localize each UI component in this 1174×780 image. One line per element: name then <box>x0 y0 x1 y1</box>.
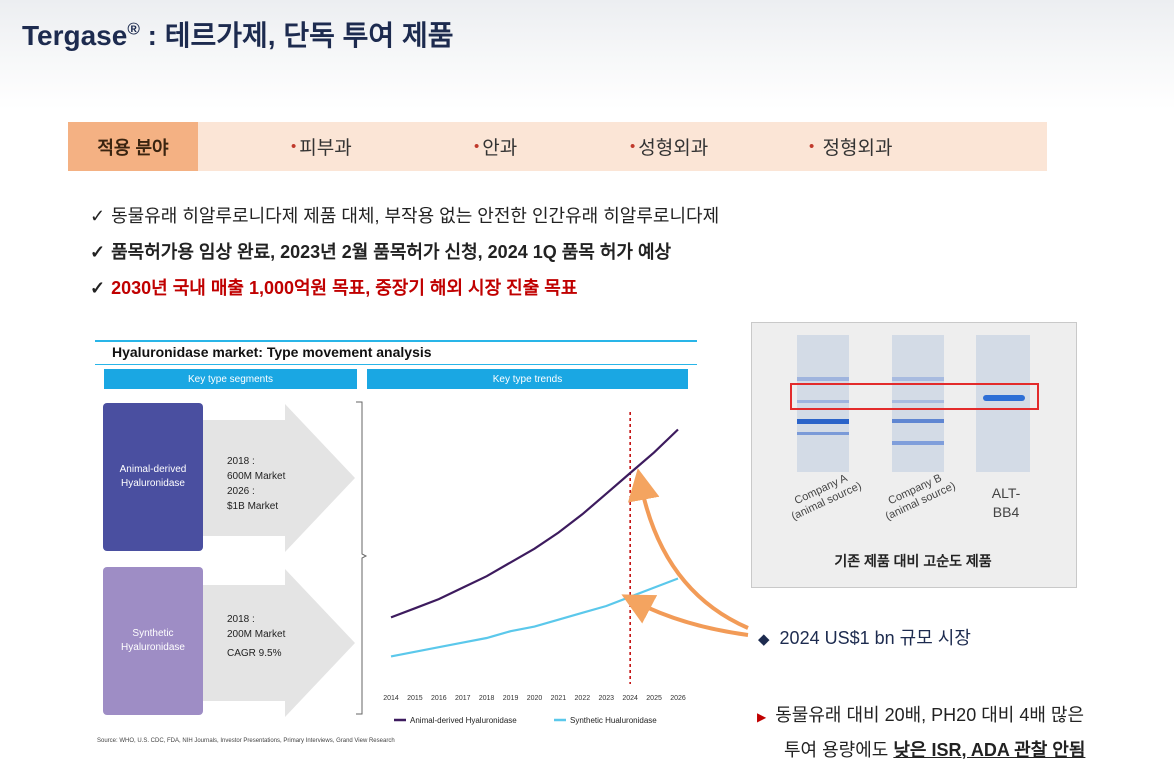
lane-alt <box>976 335 1030 472</box>
analysis-title-rule <box>95 364 697 365</box>
x-tick-label: 2017 <box>455 695 471 702</box>
bullet-icon: • <box>291 138 297 155</box>
source-note: Source: WHO, U.S. CDC, FDA, NIH Journals… <box>97 738 395 744</box>
arrow-animal <box>200 404 355 552</box>
x-tick-label: 2018 <box>479 695 495 702</box>
x-tick-label: 2026 <box>670 695 686 702</box>
gel-image <box>790 335 1039 472</box>
x-tick-label: 2023 <box>598 695 614 702</box>
bullet-icon: • <box>630 138 636 155</box>
animal-segment-values: 2018 : 600M Market 2026 : $1B Market <box>227 456 286 512</box>
page-title: Tergase® : 테르가제, 단독 투여 제품 <box>22 19 454 51</box>
dose-note-line-1: ▶ 동물유래 대비 20배, PH20 대비 4배 많은 <box>757 705 1085 725</box>
application-field-bar <box>68 122 1047 171</box>
x-tick-label: 2024 <box>622 695 638 702</box>
trend-chart: 2014 2015 2016 2017 2018 2019 2020 2021 2022 2023… <box>383 412 686 725</box>
x-tick-label: 2022 <box>575 695 591 702</box>
analysis-title: Hyaluronidase market: Type movement anal… <box>112 344 432 360</box>
legend-label: Synthetic Hualuronidase <box>570 716 657 725</box>
synthetic-segment-values: 2018 : 200M Market CAGR 9.5% <box>227 614 286 659</box>
x-tick-label: 2020 <box>527 695 543 702</box>
diamond-icon: ◆ <box>758 631 770 648</box>
animal-derived-block: Animal-derived Hyaluronidase <box>103 403 203 551</box>
check-line-3: ✓ 2030년 국내 매출 1,000억원 목표, 중장기 해외 시장 진출 목표 <box>90 278 578 298</box>
field-item-ophthalmology: • 안과 <box>474 138 518 159</box>
check-icon: ✓ <box>90 278 106 298</box>
check-icon: ✓ <box>90 206 106 226</box>
gel-caption: 기존 제품 대비 고순도 제품 <box>834 553 992 569</box>
field-item-orthopedics: • 정형외과 <box>809 138 893 159</box>
bullet-icon: • <box>474 138 480 155</box>
legend-label: Animal-derived Hyaluronidase <box>410 716 517 725</box>
arrow-synthetic <box>200 569 355 717</box>
x-tick-label: 2016 <box>431 695 447 702</box>
lane-b <box>892 335 944 472</box>
arrow-to-synthetic <box>621 594 749 637</box>
dose-note-line-2: 투여 용량에도 낮은 ISR, ADA 관찰 안됨 <box>784 740 1086 760</box>
arrow-to-animal <box>627 468 749 630</box>
highlight-box <box>790 383 1039 410</box>
check-line-2: ✓ 품목허가용 임상 완료, 2023년 2월 품목허가 신청, 2024 1Q … <box>90 242 672 262</box>
segment-bracket <box>356 401 368 715</box>
market-size-note: ◆ 2024 US$1 bn 규모 시장 <box>758 628 971 648</box>
lane-label-alt: ALT- BB4 <box>991 485 1021 520</box>
x-tick-label: 2025 <box>646 695 662 702</box>
synthetic-block: Synthetic Hyaluronidase <box>103 567 203 715</box>
x-tick-label: 2021 <box>551 695 567 702</box>
x-tick-label: 2014 <box>383 695 399 702</box>
x-tick-label: 2019 <box>503 695 519 702</box>
check-line-1: ✓ 동물유래 히알루로니다제 제품 대체, 부작용 없는 안전한 인간유래 히알루… <box>90 206 720 226</box>
application-field-label: 적용 분야 <box>68 122 198 171</box>
bullet-icon: • <box>809 138 815 155</box>
field-item-plastic-surgery: • 성형외과 <box>630 138 709 159</box>
field-item-dermatology: • 피부과 <box>291 138 352 159</box>
segment-arrows <box>200 404 355 717</box>
check-icon: ✓ <box>90 242 106 262</box>
trends-header: Key type trends <box>367 369 688 389</box>
callout-arrows <box>621 468 749 637</box>
triangle-bullet-icon: ▶ <box>757 710 767 724</box>
x-tick-label: 2015 <box>407 695 423 702</box>
band-alt <box>983 395 1025 401</box>
analysis-top-rule <box>95 340 697 342</box>
lane-a <box>797 335 849 472</box>
segments-header: Key type segments <box>104 369 357 389</box>
band-a-strong <box>797 419 849 424</box>
